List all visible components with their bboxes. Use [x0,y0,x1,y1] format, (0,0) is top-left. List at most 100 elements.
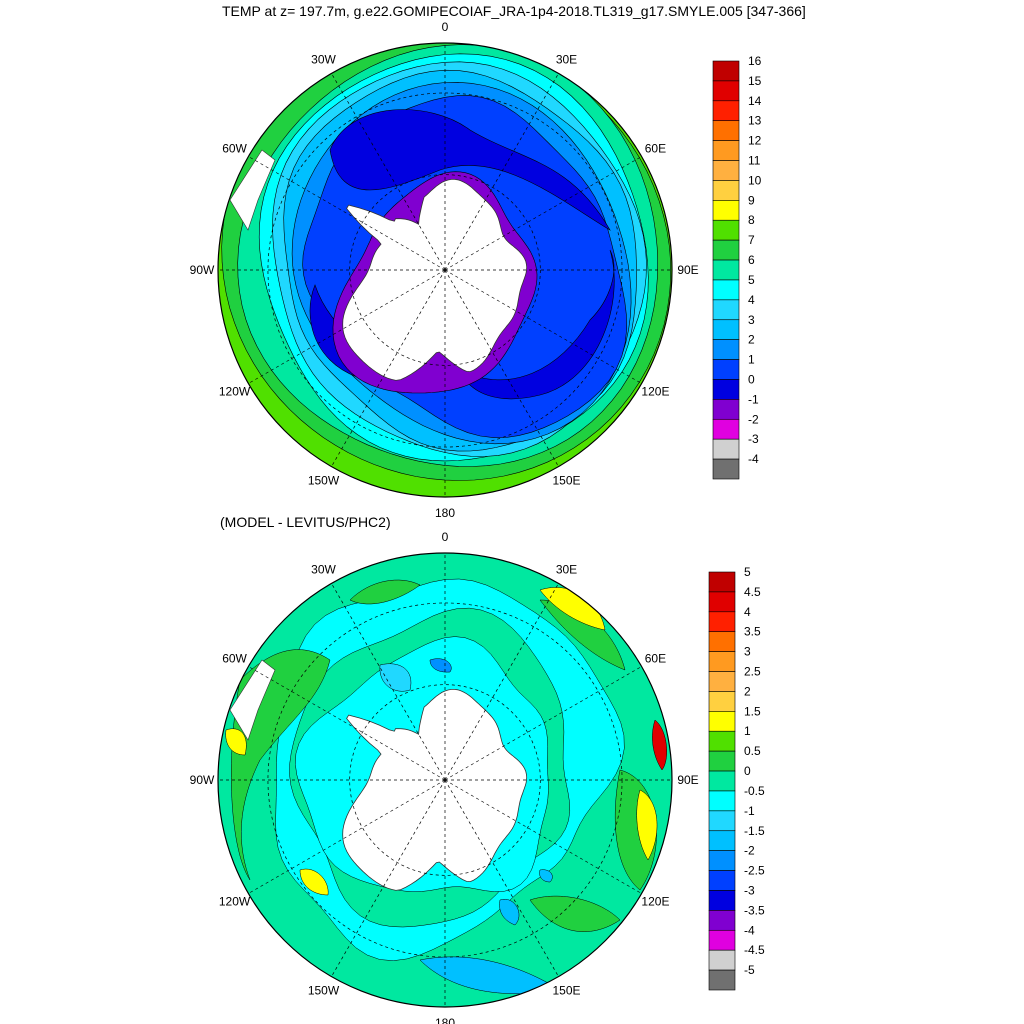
colorbar-swatch [712,120,740,141]
longitude-label: 60W [222,652,247,666]
meridian-line [248,156,446,271]
colorbar-tick-label: 3 [744,645,751,659]
colorbar-tick-label: 11 [748,154,761,168]
colorbar-tick-label: -3 [744,883,755,897]
longitude-labels: 0 30E 60E 90E 120E 150E 180 150W 120W 90W 60W 30W [190,530,699,1024]
anomaly-region [225,728,247,756]
cold-water-region [459,249,615,400]
longitude-label: 90E [677,773,698,787]
colorbar-swatch [708,949,736,971]
longitude-label: 30E [556,563,577,577]
colorbar-swatch [712,140,740,161]
longitude-label: 30W [311,563,336,577]
colorbar-tick-label: 2 [748,333,755,347]
meridian-line [444,779,559,977]
longitude-label: 180 [435,1016,455,1024]
colorbar-tick-label: 10 [748,173,762,187]
colorbar-swatch [712,239,740,261]
colorbar-tick-label: -2.5 [744,864,765,878]
colorbar-swatch [708,770,736,792]
anomaly-region [499,898,520,926]
colorbar-tick-label: 14 [748,94,762,108]
colorbar-swatch [708,691,736,712]
colorbar-swatch [708,631,736,652]
colorbar-swatch [712,399,740,420]
colorbar-tick-label: 7 [748,233,755,247]
colorbar-swatch [708,730,736,752]
longitude-label: 60E [645,652,666,666]
colorbar-swatch [708,890,736,911]
colorbar-tick-label: 4.5 [744,585,761,599]
meridian-line [248,779,446,894]
colorbar-swatch [712,100,740,122]
colorbar-swatch [708,651,736,672]
meridian-line [444,583,559,781]
colorbar-swatch [708,611,736,633]
colorbar-tick-label: 4 [744,605,751,619]
map-border [217,42,673,498]
anomaly-region [529,895,621,932]
map-graticule [218,43,672,497]
latitude-circle [349,684,541,876]
colorbar-swatch [708,929,736,951]
colorbar-tick-label: 8 [748,213,755,227]
colorbar-tick-label: 1.5 [744,704,761,718]
colorbar-swatch [712,180,740,201]
colorbar-tick-label: 1 [748,353,755,367]
colorbar-swatch [708,571,736,593]
latitude-circle [349,174,541,366]
colorbar-tick-label: -5 [744,963,755,977]
longitude-label: 60W [222,142,247,156]
colorbar-tick-label: -1.5 [744,824,765,838]
colorbar-swatch [712,458,740,480]
chart-title-top: TEMP at z= 197.7m, g.e22.GOMIPECOIAF_JRA… [222,3,806,19]
meridian-line [248,666,446,781]
colorbar-swatch [708,750,736,772]
colorbar-swatch [712,60,740,82]
meridian-line [444,666,642,781]
map-top: 0 30E 60E 90E 120E 150E 180 150W 120W 90W 60W 30W [190,20,699,520]
longitude-label: 150W [308,473,340,487]
colorbar-tick-label: 13 [748,114,762,128]
colorbar-tick-label: 5 [748,273,755,287]
colorbar-swatch [708,870,736,891]
colorbar-tick-label: -4.5 [744,943,765,957]
latitude-circle [267,92,623,448]
colorbar-swatch [712,279,740,301]
colorbar-swatch [712,219,740,241]
meridian-line [444,779,642,894]
colorbar-tick-label: 15 [748,74,762,88]
meridian-line [331,73,446,271]
meridian-line [444,156,642,271]
longitude-label: 120E [641,385,669,399]
anomaly-region [636,789,658,861]
colorbar-tick-label: 4 [748,293,755,307]
longitude-label: 0 [442,530,449,544]
longitude-label: 30E [556,53,577,67]
cold-water-region [329,109,611,231]
anomaly-region [379,663,412,692]
longitude-label: 180 [435,506,455,520]
longitude-label: 150E [552,983,580,997]
colorbar-swatch [708,810,736,832]
colorbar-tick-label: 0 [748,372,755,386]
colorbar-tick-label: 1 [744,724,751,738]
longitude-label: 90W [190,773,215,787]
colorbar-swatch [712,379,740,400]
colorbar-tick-label: 0 [744,764,751,778]
meridian-line [444,269,559,467]
longitude-label: 150W [308,983,340,997]
meridian-line [331,779,446,977]
latitude-circle [267,602,623,958]
longitude-label: 120E [641,895,669,909]
colorbar-tick-label: 5 [744,565,751,579]
meridian-line [444,73,559,271]
longitude-label: 90E [677,263,698,277]
colorbar-tick-label: -2 [748,412,759,426]
colorbar-tick-label: -4 [744,923,755,937]
anomaly-region [299,868,329,896]
colorbar-tick-label: -1 [748,392,759,406]
colorbar-tick-label: 2 [744,684,751,698]
colorbar-swatch [708,790,736,812]
